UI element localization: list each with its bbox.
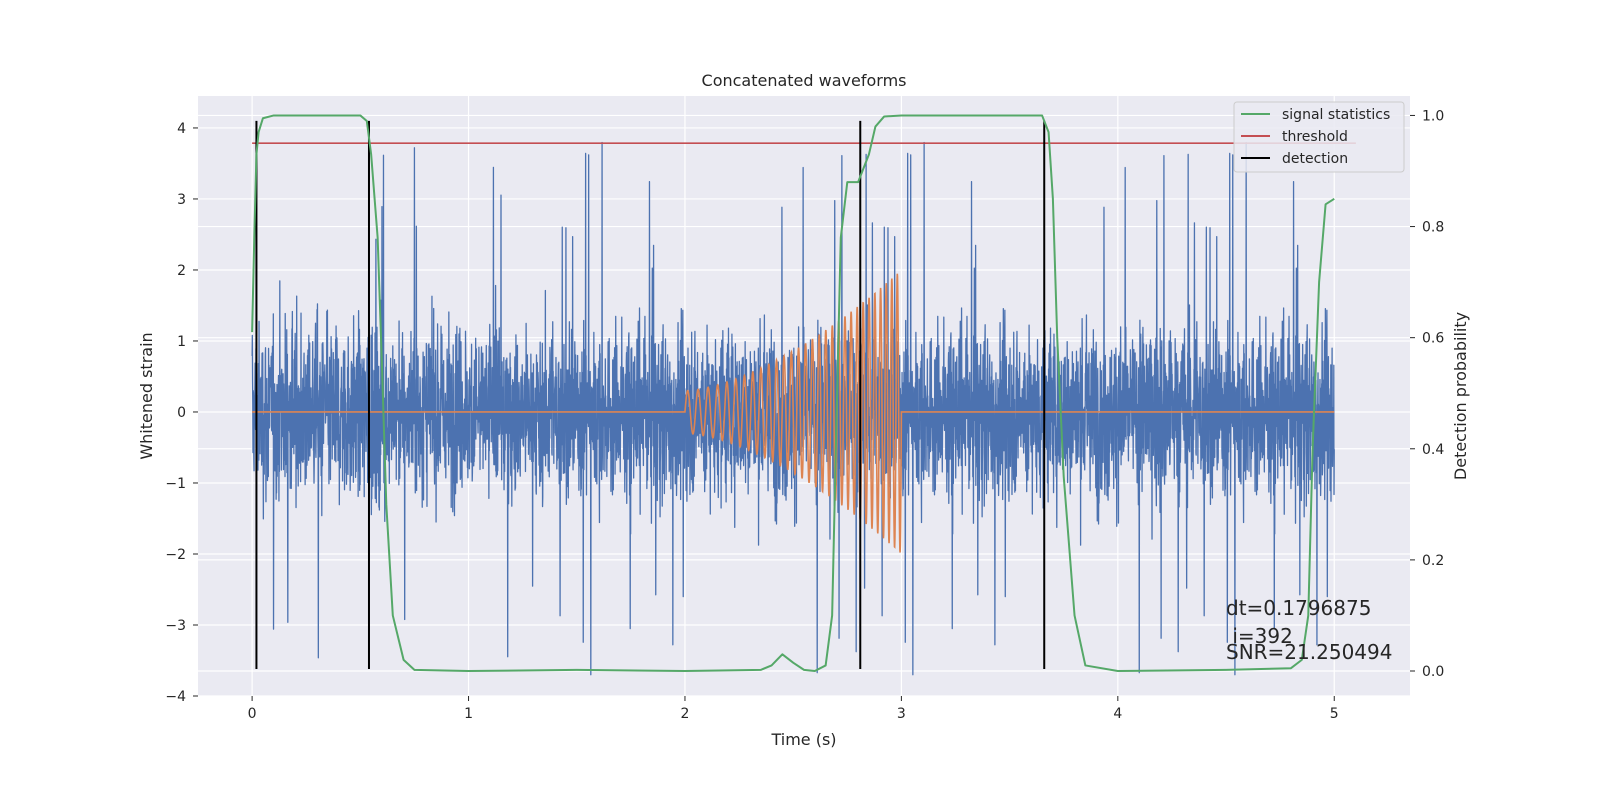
y-axis-label: Whitened strain <box>137 332 156 459</box>
x-tick-label: 1 <box>464 706 473 722</box>
y2-tick-label: 1.0 <box>1422 108 1444 124</box>
legend-label-threshold: threshold <box>1282 129 1348 145</box>
y-tick-label: −4 <box>165 689 186 705</box>
x-tick-label: 0 <box>248 706 257 722</box>
y-tick-label: −2 <box>165 547 186 563</box>
legend-box <box>1233 101 1405 173</box>
x-tick-label: 4 <box>1113 706 1122 722</box>
y-tick-label: 2 <box>177 263 186 279</box>
x-tick-label: 5 <box>1330 706 1339 722</box>
x-axis-label: Time (s) <box>770 730 836 749</box>
y-tick-label: 3 <box>177 192 186 208</box>
y2-tick-label: 0.4 <box>1422 442 1444 458</box>
ticks: 0 1 2 3 4 5 −4 −3 −2 −1 0 1 2 3 4 0.0 0.2 0.4 0.6 0.8 1.0 <box>165 108 1444 722</box>
y2-tick-label: 0.8 <box>1422 220 1444 236</box>
legend-label-detection: detection <box>1282 151 1348 167</box>
series-layer <box>251 114 1356 676</box>
y2-tick-label: 0.2 <box>1422 553 1444 569</box>
legend-label-signal: signal statistics <box>1282 107 1390 123</box>
y2-axis-label: Detection probability <box>1451 312 1470 480</box>
template-series-line <box>252 273 1335 553</box>
y-tick-label: 0 <box>177 405 186 421</box>
y-tick-label: 4 <box>177 121 186 137</box>
annotation-i: i=392 <box>1226 624 1293 648</box>
annotation-snr: SNR=21.250494 <box>1226 640 1392 664</box>
annotations: dt=0.1796875 i=392 SNR=21.250494 <box>1226 596 1392 664</box>
legend: signal statistics threshold detection <box>1233 101 1405 173</box>
y-tick-label: −1 <box>165 476 186 492</box>
y-tick-label: −3 <box>165 618 186 634</box>
y2-tick-label: 0.0 <box>1422 664 1444 680</box>
annotation-dt: dt=0.1796875 <box>1226 596 1371 620</box>
y-tick-label: 1 <box>177 334 186 350</box>
chart-title: Concatenated waveforms <box>702 71 907 90</box>
x-tick-label: 2 <box>681 706 690 722</box>
y2-tick-label: 0.6 <box>1422 331 1444 347</box>
signal-statistics-series-line <box>251 114 1335 672</box>
x-tick-label: 3 <box>897 706 906 722</box>
strain-series-line <box>251 141 1335 676</box>
